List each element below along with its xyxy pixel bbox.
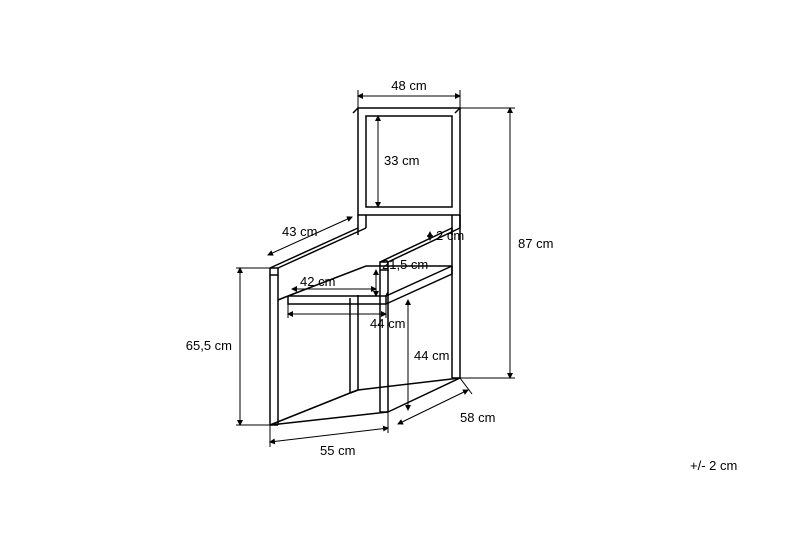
label-seat-inner: 42 cm	[300, 274, 335, 289]
label-seat-width: 44 cm	[370, 316, 405, 331]
dim-back-width: 48 cm	[358, 78, 460, 108]
dim-back-height: 33 cm	[378, 116, 419, 207]
label-back-height: 33 cm	[384, 153, 419, 168]
dim-total-height: 87 cm	[460, 108, 553, 378]
dim-arm-seat-gap: 21,5 cm	[376, 257, 428, 296]
chair-outline	[270, 108, 460, 425]
chair-dimension-diagram: 48 cm 33 cm 43 cm 2 cm 21,5 cm 42 cm 44 …	[0, 0, 800, 533]
dim-seat-inner: 42 cm	[292, 274, 376, 289]
label-arm-height: 65,5 cm	[186, 338, 232, 353]
dim-arm-thickness: 2 cm	[430, 228, 464, 243]
label-total-depth: 58 cm	[460, 410, 495, 425]
label-seat-height: 44 cm	[414, 348, 449, 363]
tolerance-note: +/- 2 cm	[690, 458, 737, 473]
label-arm-length: 43 cm	[282, 224, 317, 239]
dim-arm-height: 65,5 cm	[186, 268, 270, 425]
label-arm-thickness: 2 cm	[436, 228, 464, 243]
label-arm-seat-gap: 21,5 cm	[382, 257, 428, 272]
label-back-width: 48 cm	[391, 78, 426, 93]
label-total-width: 55 cm	[320, 443, 355, 458]
label-total-height: 87 cm	[518, 236, 553, 251]
